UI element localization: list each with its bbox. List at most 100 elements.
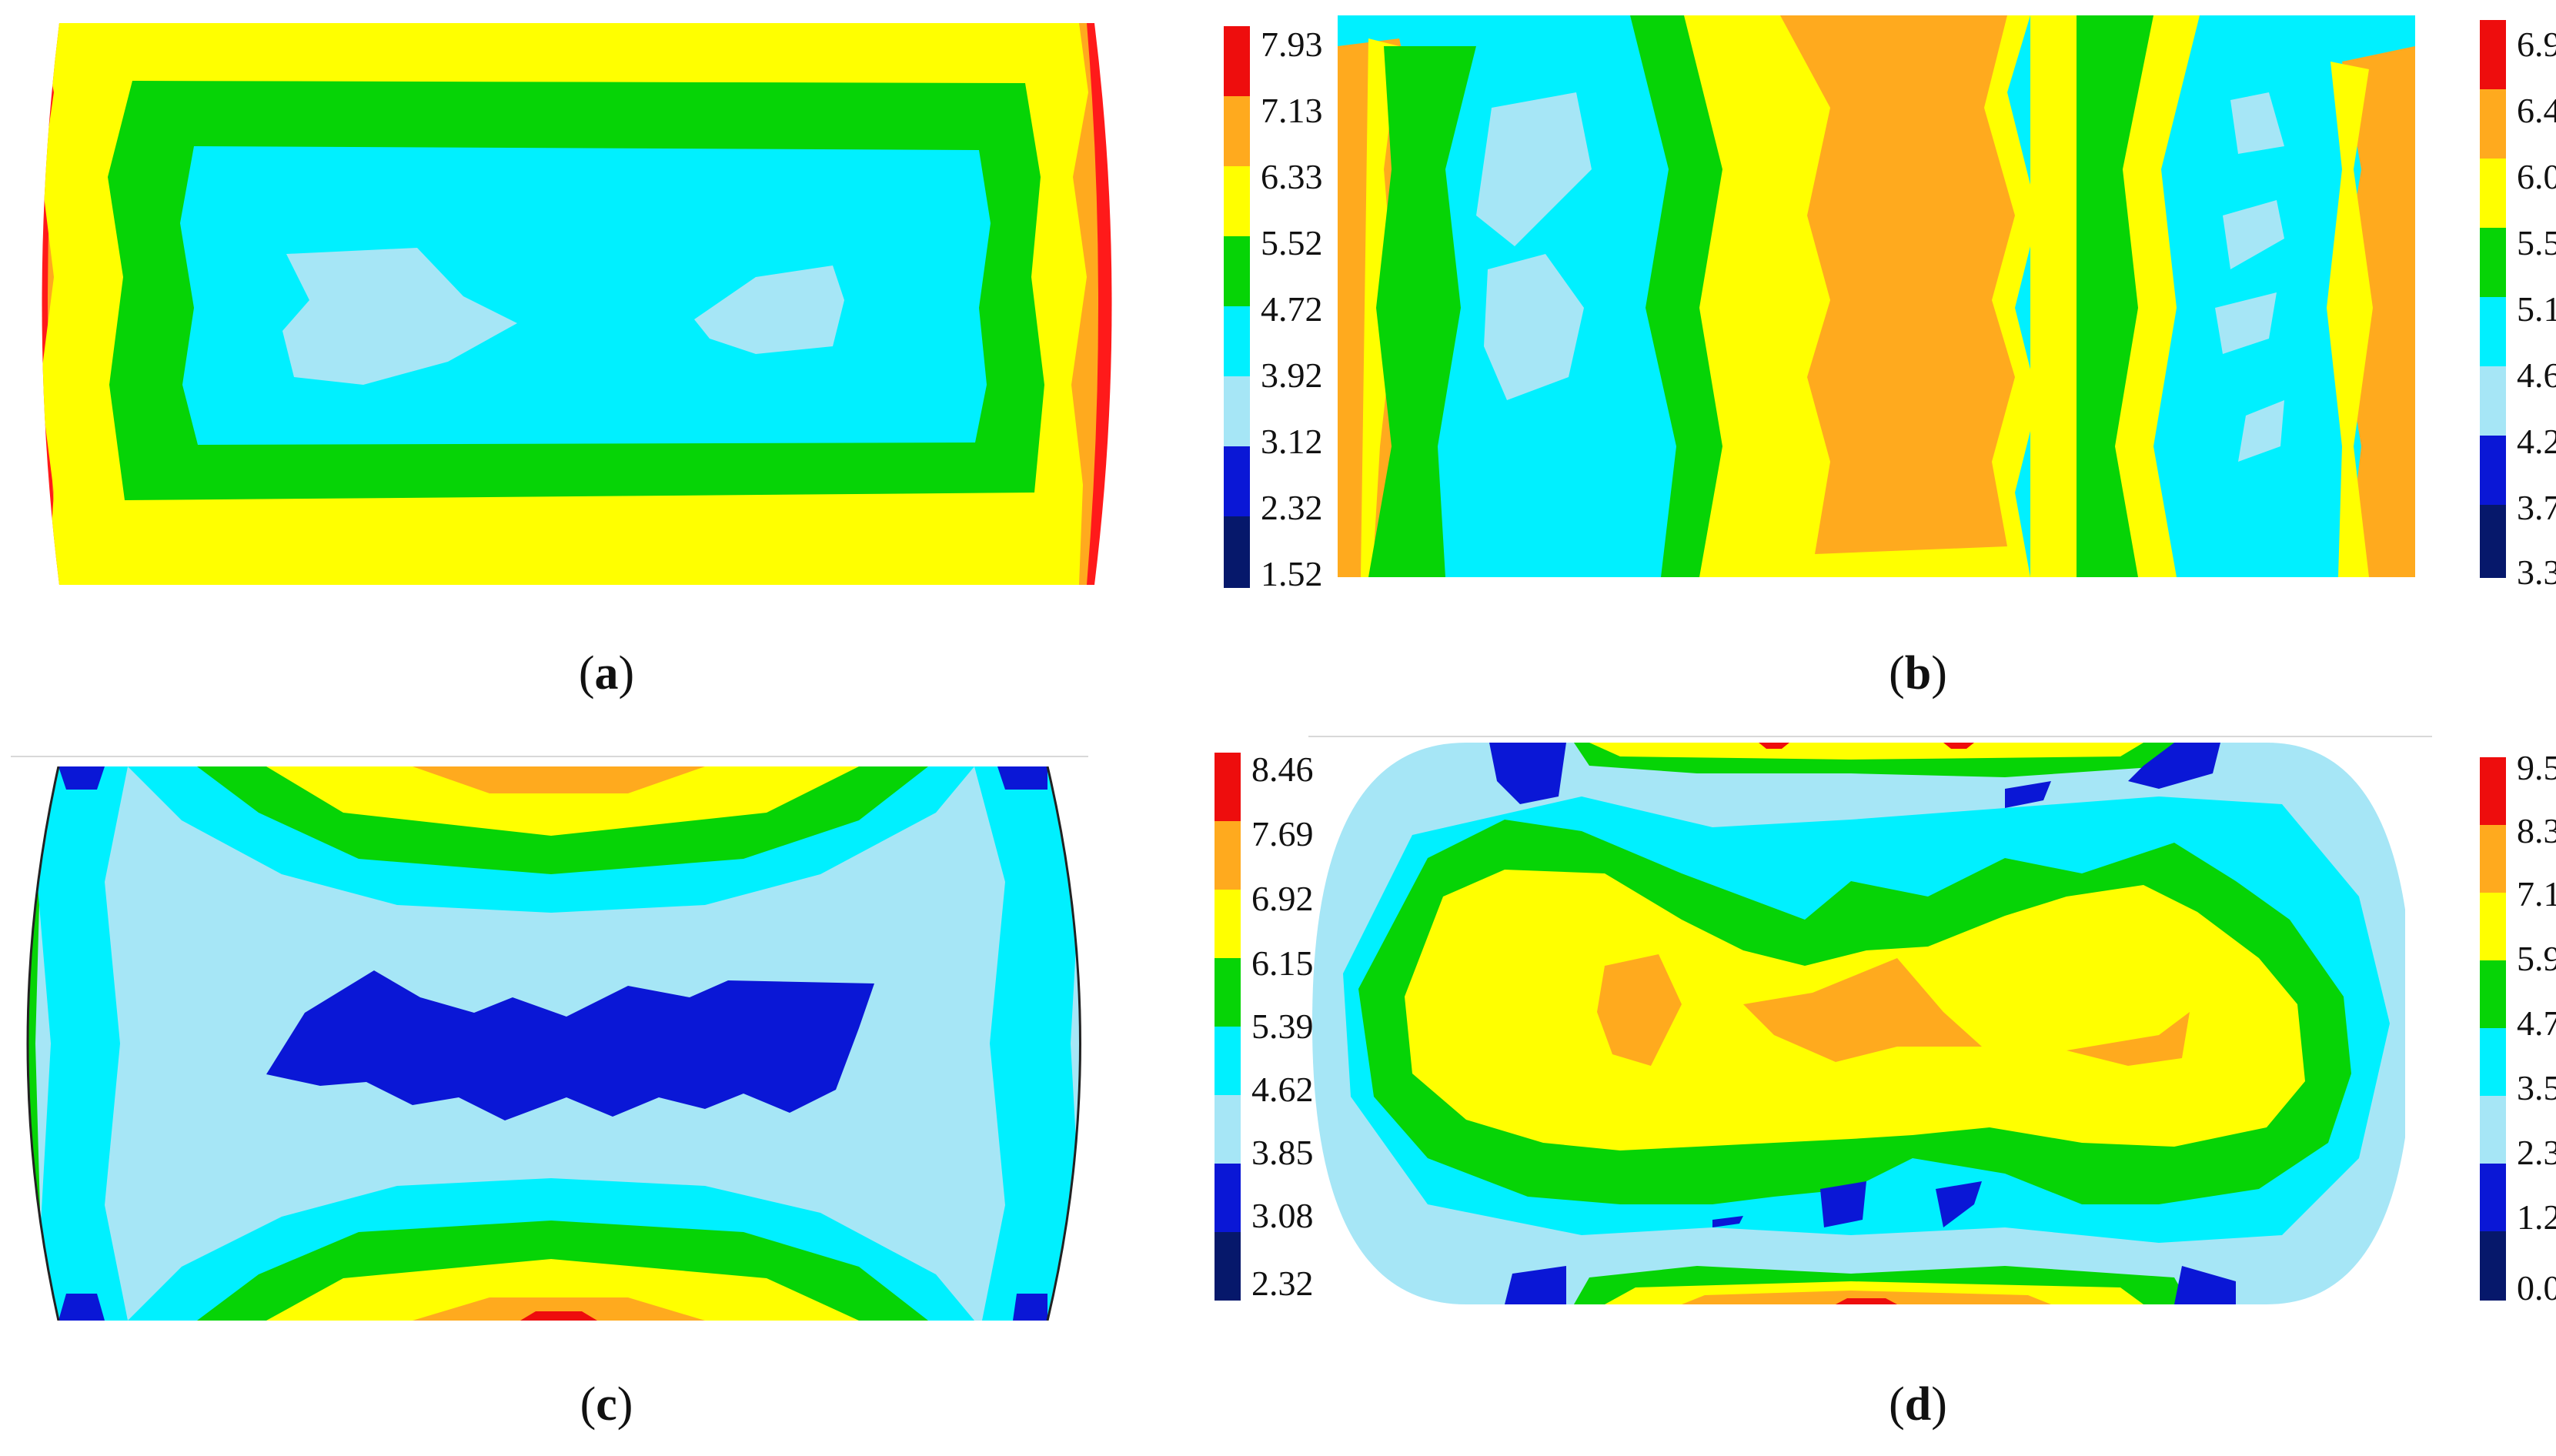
patch-d-orange-2 [1743, 958, 1982, 1062]
band-mid-right-green [2077, 15, 2153, 577]
colorbar-a-swatch-6 [1224, 166, 1250, 236]
contour-plot-a [17, 23, 1125, 585]
colorbar-b-swatch-7 [2480, 89, 2506, 159]
colorbar-tick: 3.32 [2517, 553, 2556, 592]
colorbar-b-swatch-8 [2480, 20, 2506, 89]
colorbar-tick: 4.62 [1251, 1070, 1314, 1109]
colorbar-c-swatch-1 [1215, 1232, 1241, 1301]
patch-c-darkblue [266, 970, 874, 1120]
contour-plot-d [1312, 743, 2405, 1304]
colorbar-b-swatch-3 [2480, 366, 2506, 436]
colorbar-tick: 8.46 [1251, 750, 1314, 789]
colorbar-tick: 3.08 [1251, 1196, 1314, 1235]
colorbar-tick: 4.72 [1261, 289, 1323, 329]
colorbar-tick: 2.38 [2517, 1133, 2556, 1172]
contour-map-d [1312, 743, 2405, 1304]
colorbar-a-swatch-7 [1224, 96, 1250, 166]
patch-d-orange-1 [1597, 954, 1682, 1066]
contour-map-b [1338, 15, 2415, 577]
colorbar-a-swatch-8 [1224, 26, 1250, 96]
patch-lightblue-right [694, 265, 844, 354]
colorbar-tick: 6.01 [2517, 157, 2556, 196]
caption-a: (a) [578, 647, 635, 700]
colorbar-d-swatch-1 [2480, 1231, 2506, 1301]
contour-map-a [42, 23, 1112, 585]
band-left-green [1368, 46, 1476, 577]
colorbar-tick: 7.69 [1251, 814, 1314, 853]
colorbar-c-swatch-6 [1215, 890, 1241, 958]
colorbar-tick: 6.33 [1261, 157, 1323, 196]
band-c-left-cyan [28, 766, 128, 1321]
colorbar-tick: 6.92 [1251, 879, 1314, 918]
colorbar-tick: 1.52 [1261, 554, 1323, 593]
colorbar-tick: 5.95 [2517, 939, 2556, 978]
frame-line-c [11, 756, 1088, 757]
colorbar-c-swatch-7 [1215, 821, 1241, 890]
arc-c-bottom-yellow [266, 1259, 859, 1321]
colorbar-a-swatch-2 [1224, 446, 1250, 516]
colorbar-tick: 6.90 [2517, 25, 2556, 64]
colorbar-tick: 7.13 [2517, 874, 2556, 913]
patch-lightblue-left [282, 248, 517, 385]
colorbar-c-swatch-4 [1215, 1027, 1241, 1095]
colorbar-tick: 3.92 [1261, 356, 1323, 395]
colorbar-a-swatch-4 [1224, 306, 1250, 376]
colorbar-a-swatch-5 [1224, 236, 1250, 306]
colorbar-d-swatch-2 [2480, 1164, 2506, 1231]
colorbar-b-swatch-1 [2480, 505, 2506, 578]
colorbar-c-swatch-2 [1215, 1164, 1241, 1232]
colorbar-tick: 7.13 [1261, 91, 1323, 130]
contour-map-c [26, 766, 1081, 1321]
colorbar-tick: 9.51 [2517, 748, 2556, 787]
colorbar-tick: 5.52 [1261, 223, 1323, 262]
colorbar-tick: 1.20 [2517, 1197, 2556, 1237]
colorbar-d-swatch-8 [2480, 757, 2506, 825]
colorbar-b-swatch-4 [2480, 297, 2506, 366]
spot-d-top-right [2128, 743, 2220, 789]
band-cyan [180, 146, 991, 445]
colorbar-tick: 2.32 [1251, 1264, 1314, 1303]
caption-b: (b) [1889, 647, 1947, 700]
colorbar-c-swatch-5 [1215, 958, 1241, 1027]
band-c-right-cyan [974, 766, 1081, 1321]
caption-d: (d) [1889, 1378, 1947, 1431]
colorbar-tick: 3.12 [1261, 422, 1323, 461]
contour-plot-b [1338, 15, 2415, 577]
colorbar-tick: 6.15 [1251, 943, 1314, 983]
arc-c-bottom-orange [413, 1297, 705, 1321]
spot-d-top-left [1489, 743, 1566, 804]
band-right-orange [2338, 46, 2415, 577]
colorbar-a-swatch-1 [1224, 516, 1250, 588]
colorbar-tick: 8.32 [2517, 811, 2556, 850]
colorbar-tick: 5.56 [2517, 223, 2556, 262]
colorbar-c-swatch-3 [1215, 1095, 1241, 1164]
frame-line-d [1308, 736, 2432, 737]
colorbar-tick: 5.39 [1251, 1007, 1314, 1046]
colorbar-tick: 0.009 [2517, 1268, 2556, 1307]
colorbar-b-swatch-2 [2480, 436, 2506, 505]
colorbar-d-swatch-6 [2480, 893, 2506, 960]
colorbar-tick: 6.45 [2517, 91, 2556, 130]
contour-plot-c [12, 766, 1113, 1321]
spot-d-bottom-1 [1820, 1181, 1866, 1227]
arc-c-top-orange [413, 766, 705, 793]
colorbar-d-swatch-7 [2480, 825, 2506, 893]
band-center-orange [1780, 15, 2015, 554]
patch-d-orange-3 [2067, 1012, 2190, 1066]
colorbar-tick: 7.93 [1261, 25, 1323, 64]
colorbar-tick: 4.76 [2517, 1004, 2556, 1043]
colorbar-tick: 3.85 [1251, 1133, 1314, 1172]
colorbar-b-swatch-6 [2480, 159, 2506, 228]
colorbar-b-swatch-5 [2480, 228, 2506, 297]
caption-c: (c) [580, 1378, 633, 1431]
colorbar-tick: 2.32 [1261, 488, 1323, 527]
colorbar-tick: 5.11 [2517, 289, 2556, 329]
colorbar-tick: 4.66 [2517, 356, 2556, 395]
patch-b-1 [1476, 92, 1592, 246]
colorbar-tick: 3.57 [2517, 1068, 2556, 1107]
colorbar-d-swatch-3 [2480, 1096, 2506, 1164]
arc-c-top-yellow [266, 766, 859, 836]
colorbar-c-swatch-8 [1215, 753, 1241, 821]
patch-b-2 [1484, 254, 1584, 400]
